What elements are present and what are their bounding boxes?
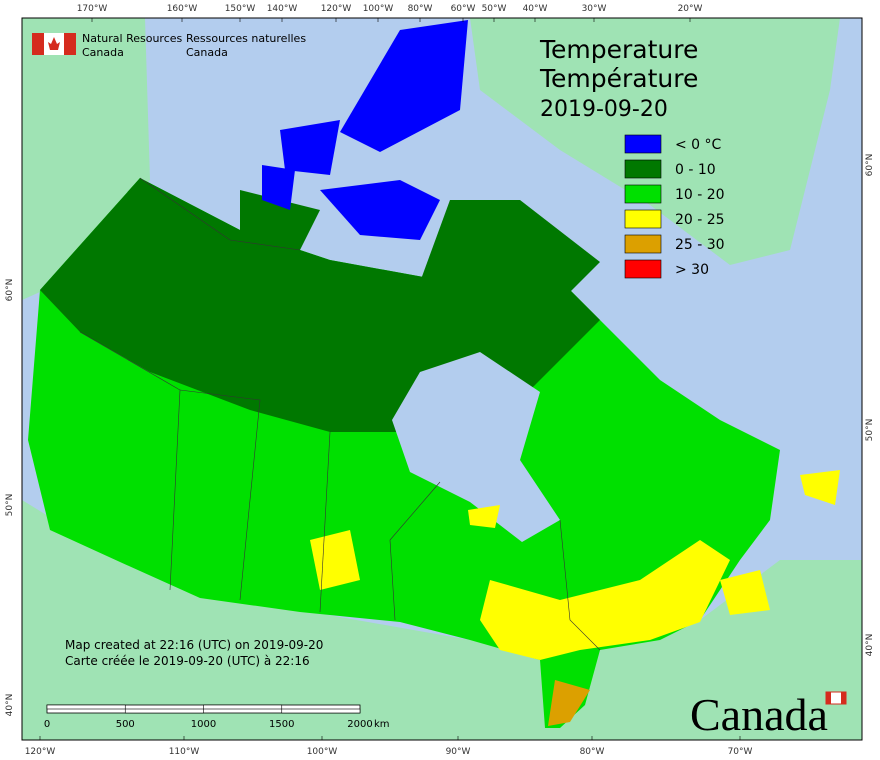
legend-swatch xyxy=(624,234,662,254)
graticule-label: 40°W xyxy=(523,4,548,14)
graticule-label: 60°N xyxy=(5,279,15,302)
graticule-label: 110°W xyxy=(169,747,200,757)
legend-label: 20 - 25 xyxy=(675,212,725,228)
agency-fr: Ressources naturelles xyxy=(186,32,306,45)
maple-leaf xyxy=(48,37,60,50)
graticule-label: 50°N xyxy=(5,494,15,517)
boundary xyxy=(179,389,261,601)
graticule-label: 150°W xyxy=(225,4,256,14)
hot-region xyxy=(548,680,590,726)
graticule-label: 70°W xyxy=(728,747,753,757)
legend-swatch xyxy=(624,159,662,179)
legend-label: < 0 °C xyxy=(675,137,722,153)
baffin-island xyxy=(420,200,600,332)
agency: Natural Resources Canada Ressources natu… xyxy=(32,32,306,59)
ellesmere-island xyxy=(340,20,468,152)
date: 2019-09-20 xyxy=(540,97,668,122)
graticule-label: 60°W xyxy=(451,4,476,14)
wordmark: Canada xyxy=(690,689,828,740)
legend-label: 25 - 30 xyxy=(675,237,725,253)
agency-en: Natural Resources xyxy=(82,32,183,45)
scale-segment xyxy=(124,708,204,714)
boundary xyxy=(389,481,441,621)
arctic-island xyxy=(262,165,295,210)
title-fr: Température xyxy=(539,64,698,93)
agency-en: Canada xyxy=(82,46,124,59)
graticule-label: 20°W xyxy=(678,4,703,14)
graticule-label: 90°W xyxy=(446,747,471,757)
graticule-label: 60°N xyxy=(865,154,875,177)
flag-band xyxy=(64,33,76,55)
legend-label: 10 - 20 xyxy=(675,187,725,203)
victoria-island xyxy=(240,190,320,250)
usa xyxy=(22,500,862,740)
arctic-island xyxy=(280,120,340,175)
warm-region xyxy=(468,505,500,528)
scale-label: 1500 xyxy=(269,719,294,730)
flag-band xyxy=(841,692,846,704)
warm-region xyxy=(720,570,770,615)
scale-segment xyxy=(281,708,361,714)
scale-label: 0 xyxy=(44,719,50,730)
warm-region xyxy=(800,470,840,505)
agency-fr: Canada xyxy=(186,46,228,59)
legend-swatch xyxy=(624,259,662,279)
scale-bar: 0 500 1000 1500 2000 km xyxy=(44,704,390,730)
graticule-label: 50°N xyxy=(865,419,875,442)
scale-label: 500 xyxy=(116,719,135,730)
graticule-label: 140°W xyxy=(267,4,298,14)
arctic-island xyxy=(320,180,440,240)
legend: < 0 °C 0 - 10 10 - 20 20 - 25 25 - 30 > 30 xyxy=(624,134,725,279)
credit: Map created at 22:16 (UTC) on 2019-09-20 xyxy=(65,638,323,652)
graticule-label: 100°W xyxy=(307,747,338,757)
graticule-label: 40°N xyxy=(865,634,875,657)
flag-band xyxy=(32,33,44,55)
graticule-label: 30°W xyxy=(582,4,607,14)
legend-label: 0 - 10 xyxy=(675,162,716,178)
hudson-bay xyxy=(392,352,560,542)
scale-segment xyxy=(203,704,283,710)
graticule-label: 100°W xyxy=(363,4,394,14)
credit: Carte créée le 2019-09-20 (UTC) à 22:16 xyxy=(65,654,310,668)
graticule-label: 80°W xyxy=(580,747,605,757)
legend-label: > 30 xyxy=(675,262,709,278)
graticule-label: 50°W xyxy=(482,4,507,14)
scale-label: 1000 xyxy=(191,719,216,730)
graticule-label: 170°W xyxy=(77,4,108,14)
flag-band xyxy=(826,692,831,704)
scale-unit: km xyxy=(374,719,390,730)
legend-swatch xyxy=(624,184,662,204)
scale-label: 2000 xyxy=(347,719,372,730)
boundary xyxy=(139,177,301,251)
graticule-label: 80°W xyxy=(408,4,433,14)
map-frame xyxy=(21,17,863,741)
warm-region xyxy=(480,540,730,660)
title-en: Temperature xyxy=(539,35,698,64)
warm-region xyxy=(310,530,360,590)
legend-swatch xyxy=(624,134,662,154)
graticule-labels: 170°W 160°W 150°W 140°W 120°W 100°W 80°W 60°W 50… xyxy=(5,4,875,757)
boundary xyxy=(559,519,601,651)
alaska xyxy=(22,18,150,300)
boundary xyxy=(319,431,331,613)
scale-segment xyxy=(46,704,126,710)
graticule-label: 40°N xyxy=(5,694,15,717)
graticule-label: 120°W xyxy=(25,747,56,757)
legend-swatch xyxy=(624,209,662,229)
graticule-label: 120°W xyxy=(321,4,352,14)
graticule-label: 160°W xyxy=(167,4,198,14)
